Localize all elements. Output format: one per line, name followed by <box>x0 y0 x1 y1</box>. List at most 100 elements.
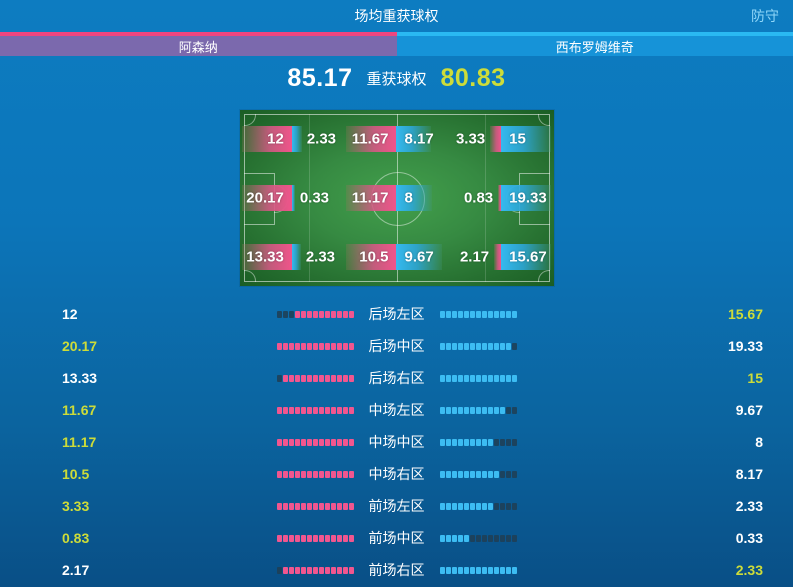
dot-segment <box>481 502 487 510</box>
zone-row: 3.33 前场左区 2.33 <box>0 490 793 522</box>
dot-segment <box>463 534 469 542</box>
dot-segment <box>439 342 445 350</box>
pitch-cell: 3.33 15 <box>449 110 554 169</box>
dot-segment <box>469 438 475 446</box>
dot-segment <box>348 342 354 350</box>
away-dotbar <box>439 502 517 510</box>
dot-segment <box>336 310 342 318</box>
dot-segment <box>318 310 324 318</box>
dot-segment <box>511 438 517 446</box>
dot-segment <box>469 342 475 350</box>
summary-label: 重获球权 <box>366 70 427 88</box>
pitch-cell-home: 11.67 <box>344 126 397 153</box>
dot-segment <box>493 566 499 574</box>
home-zone-bar <box>498 184 502 211</box>
home-zone-bar <box>346 243 397 270</box>
dot-segment <box>493 374 499 382</box>
dot-segment <box>294 470 300 478</box>
dot-segment <box>312 438 318 446</box>
dot-segment <box>445 470 451 478</box>
dot-segment <box>475 438 481 446</box>
dot-segment <box>294 406 300 414</box>
away-zone-value: 15 <box>509 130 526 148</box>
dot-segment <box>511 342 517 350</box>
pitch-cell-home: 13.33 <box>240 243 292 270</box>
dot-segment <box>276 534 282 542</box>
dot-segment <box>324 438 330 446</box>
zone-label: 前场左区 <box>368 498 425 514</box>
tab-defense[interactable]: 防守 <box>751 8 779 24</box>
dot-segment <box>348 470 354 478</box>
pitch-cell: 0.83 19.33 <box>449 169 554 228</box>
dot-segment <box>306 406 312 414</box>
dot-segment <box>282 406 288 414</box>
dot-segment <box>505 566 511 574</box>
dot-segment <box>336 534 342 542</box>
dot-segment <box>306 470 312 478</box>
dot-segment <box>288 406 294 414</box>
dot-segment <box>312 470 318 478</box>
dot-segment <box>445 310 451 318</box>
zone-row: 0.83 前场中区 0.33 <box>0 522 793 554</box>
dot-segment <box>312 502 318 510</box>
home-zone-value: 13.33 <box>246 248 284 266</box>
dot-segment <box>475 374 481 382</box>
dot-segment <box>457 406 463 414</box>
dot-segment <box>457 438 463 446</box>
summary-row: 85.17 重获球权 80.83 <box>0 56 793 100</box>
away-zone-bar <box>291 243 301 270</box>
home-zone-value: 11.67 <box>351 130 389 148</box>
zone-row: 10.5 中场右区 8.17 <box>0 458 793 490</box>
home-zone-bar <box>490 126 502 153</box>
home-zone-value: 12 <box>267 130 284 148</box>
dot-segment <box>499 374 505 382</box>
dot-segment <box>457 534 463 542</box>
dot-segment <box>499 502 505 510</box>
dot-segment <box>288 374 294 382</box>
dot-segment <box>324 310 330 318</box>
away-zone-value: 2.33 <box>306 130 337 148</box>
dot-segment <box>487 566 493 574</box>
dot-segment <box>300 438 306 446</box>
dot-segment <box>318 566 324 574</box>
away-zone-value: 15.67 <box>509 248 547 266</box>
dot-segment <box>505 534 511 542</box>
dot-segment <box>475 310 481 318</box>
dot-segment <box>505 374 511 382</box>
pitch-grid: 12 2.33 11.67 8.17 3.33 15 20.17 0.33 11.17 8 0.83… <box>240 110 554 286</box>
dot-segment <box>342 470 348 478</box>
dot-segment <box>463 374 469 382</box>
zone-comparison-list: 12 后场左区 15.67 20.17 后场中区 19.33 13.33 后场右区 15 11.6… <box>0 298 793 586</box>
dot-segment <box>288 310 294 318</box>
dot-segment <box>451 534 457 542</box>
dot-segment <box>276 438 282 446</box>
dot-segment <box>481 438 487 446</box>
pitch-cell-away: 2.33 <box>291 126 344 153</box>
dot-segment <box>318 406 324 414</box>
dot-segment <box>493 342 499 350</box>
away-zone-value: 8.17 <box>404 130 434 148</box>
dot-segment <box>499 406 505 414</box>
pitch-map: 12 2.33 11.67 8.17 3.33 15 20.17 0.33 11.17 8 0.83… <box>239 110 554 286</box>
team-home-tab[interactable]: 阿森纳 <box>0 32 397 56</box>
dot-segment <box>294 310 300 318</box>
dot-segment <box>505 470 511 478</box>
pitch-cell-away: 15.67 <box>501 243 553 270</box>
team-away-tab[interactable]: 西布罗姆维奇 <box>396 32 793 56</box>
dot-segment <box>475 566 481 574</box>
dot-segment <box>487 502 493 510</box>
away-dotbar <box>439 534 517 542</box>
dot-segment <box>318 470 324 478</box>
dot-segment <box>439 470 445 478</box>
team-bar: 阿森纳 西布罗姆维奇 <box>0 32 793 56</box>
away-zone-bar <box>291 126 302 153</box>
dot-segment <box>312 310 318 318</box>
dot-segment <box>336 470 342 478</box>
dot-segment <box>324 470 330 478</box>
dot-segment <box>439 438 445 446</box>
dot-segment <box>505 406 511 414</box>
dot-segment <box>330 438 336 446</box>
dot-segment <box>445 374 451 382</box>
dot-segment <box>487 470 493 478</box>
home-dotbar <box>276 502 354 510</box>
